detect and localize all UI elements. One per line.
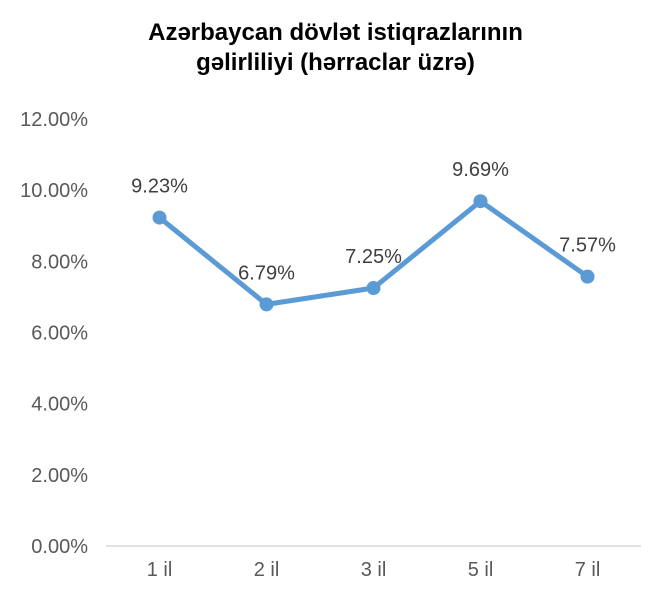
data-point [473,194,488,209]
data-label: 6.79% [238,262,295,284]
x-tick-label: 1 il [147,559,173,581]
y-tick-label: 4.00% [31,394,88,416]
x-tick-label: 7 il [575,559,601,581]
data-label: 7.57% [559,235,616,257]
data-point [152,210,167,225]
data-point [366,281,381,296]
y-tick-label: 10.00% [20,180,88,202]
chart-title-line-2: gəlirliliyi (hərraclar üzrə) [196,49,475,76]
y-tick-label: 0.00% [31,536,88,558]
x-tick-label: 5 il [468,559,494,581]
x-tick-label: 3 il [361,559,387,581]
data-label: 7.25% [345,246,402,268]
chart-title: Azərbaycan dövlət istiqrazlarının gəlirl… [0,18,671,78]
data-label: 9.69% [452,159,509,181]
y-tick-label: 8.00% [31,251,88,273]
chart-title-line-1: Azərbaycan dövlət istiqrazlarının [148,19,523,46]
x-tick-label: 2 il [254,559,280,581]
data-point [580,269,595,284]
y-tick-label: 12.00% [20,109,88,131]
data-point [259,297,274,312]
y-tick-label: 6.00% [31,323,88,345]
data-label: 9.23% [131,176,188,198]
y-tick-label: 2.00% [31,465,88,487]
